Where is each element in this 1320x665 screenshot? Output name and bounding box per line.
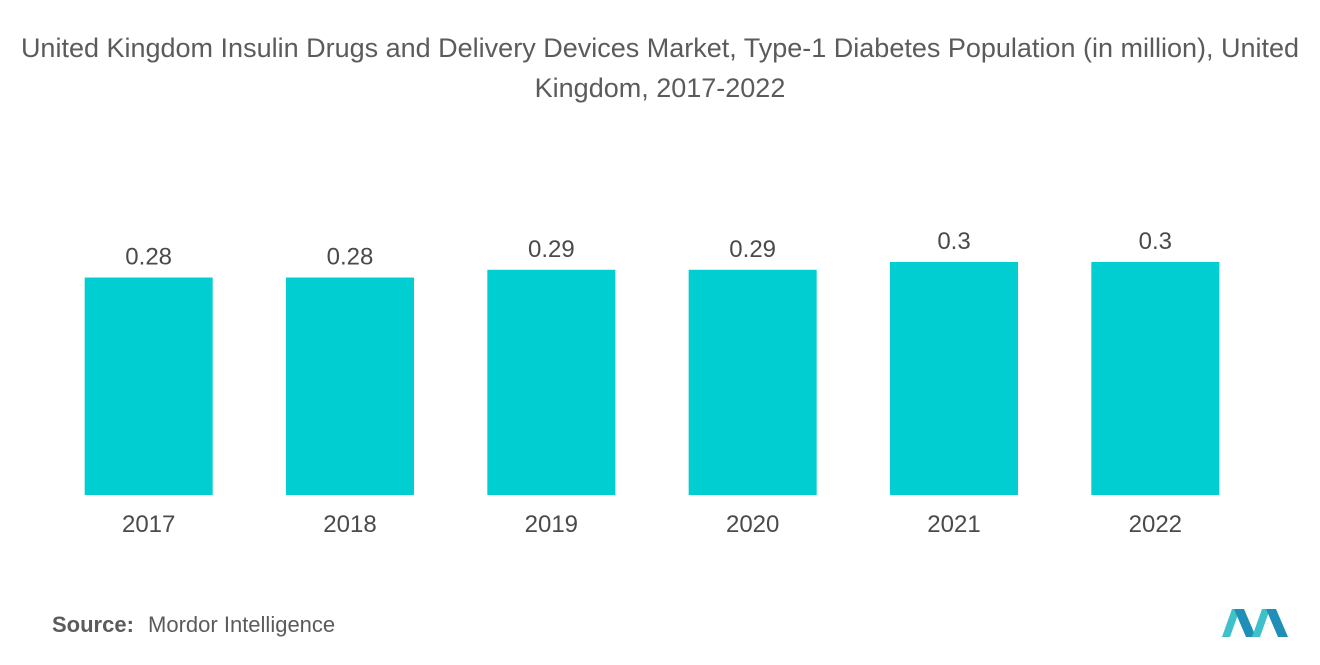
bar-2017	[84, 277, 213, 495]
source-value: Mordor Intelligence	[148, 612, 336, 637]
source-line: Source: Mordor Intelligence	[52, 612, 335, 638]
x-tick-label-2017: 2017	[122, 511, 175, 538]
data-label-2017: 0.28	[125, 244, 172, 271]
x-tick-label-2018: 2018	[323, 511, 376, 538]
bar-2019	[487, 269, 616, 495]
x-tick-label-2021: 2021	[927, 511, 980, 538]
data-label-2019: 0.29	[528, 236, 575, 263]
bar-2022	[1091, 262, 1220, 495]
mordor-intelligence-logo-icon	[1222, 609, 1288, 637]
bar-2021	[890, 262, 1018, 495]
bar-chart: 0.28 2017 0.28 2018 0.29 2019 0.29 2020 0.3 2021 0…	[84, 228, 1220, 538]
data-label-2018: 0.28	[327, 244, 374, 271]
x-tick-label-2020: 2020	[726, 511, 779, 538]
x-tick-label-2022: 2022	[1129, 511, 1182, 538]
x-tick-label-2019: 2019	[525, 511, 578, 538]
data-label-2020: 0.29	[729, 236, 776, 263]
data-label-2022: 0.3	[1139, 228, 1172, 255]
source-label: Source:	[52, 612, 134, 637]
data-label-2021: 0.3	[937, 228, 970, 255]
bar-2018	[286, 277, 414, 495]
chart-title: United Kingdom Insulin Drugs and Deliver…	[20, 33, 1300, 103]
bar-2020	[688, 269, 817, 495]
